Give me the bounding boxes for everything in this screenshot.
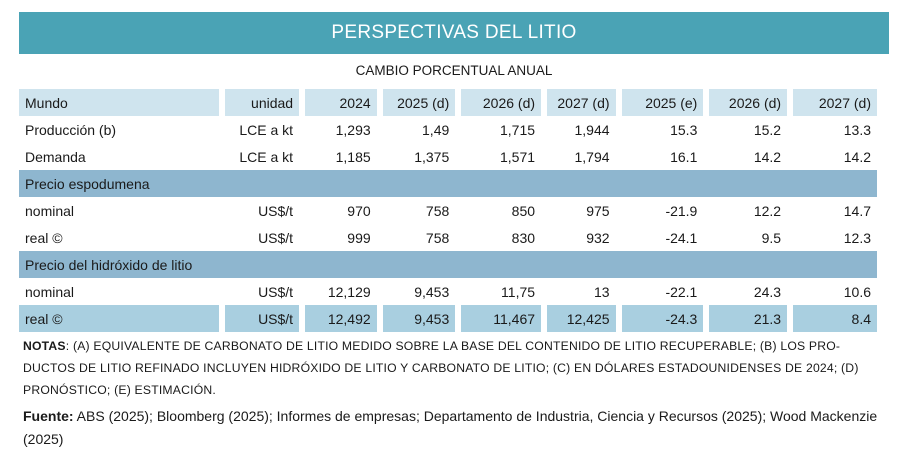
- column-header: Mundo: [19, 89, 220, 116]
- row-label: Producción (b): [25, 121, 117, 138]
- table-cell: 24.3: [753, 283, 782, 300]
- header-row: Mundo unidad 2024 2025 (d) 2026 (d) 2027…: [19, 89, 877, 116]
- column-header: 2024: [305, 89, 377, 116]
- section-label: Precio del hidróxido de litio: [19, 251, 877, 278]
- column-header: 2025 (d): [382, 89, 456, 116]
- section-label: Precio espodumena: [19, 170, 877, 197]
- table-cell: 15.2: [753, 121, 782, 138]
- table-cell: 9.5: [761, 229, 782, 246]
- table-row: real © US$/t 999 758 830 932 -24.1 9.5 1…: [19, 224, 877, 251]
- table-cell: 1,49: [422, 121, 450, 138]
- data-table: Mundo unidad 2024 2025 (d) 2026 (d) 2027…: [13, 89, 883, 332]
- table-cell: 8.4: [793, 305, 877, 332]
- row-label: Demanda: [25, 148, 86, 165]
- table-cell: 21.3: [709, 305, 788, 332]
- table-cell: 11,75: [501, 283, 536, 300]
- table-cell: 13.3: [843, 121, 871, 138]
- table-cell: -24.1: [665, 229, 698, 246]
- table-cell: 1,375: [414, 148, 450, 165]
- table-cell: -24.3: [621, 305, 704, 332]
- table-cell: 14.7: [843, 202, 871, 219]
- table-cell: LCE a kt: [239, 121, 294, 138]
- row-label: nominal: [25, 202, 75, 219]
- table-cell: US$/t: [258, 229, 294, 246]
- table-notes: NOTAS: (A) EQUIVALENTE DE CARBONATO DE L…: [23, 335, 883, 401]
- table-row: Demanda LCE a kt 1,185 1,375 1,571 1,794…: [19, 143, 877, 170]
- table-cell: 9,453: [382, 305, 456, 332]
- table-cell: 12,492: [305, 305, 377, 332]
- table-cell: 12.3: [843, 229, 871, 246]
- source-text: ABS (2025); Bloomberg (2025); Informes d…: [23, 408, 878, 447]
- table-cell: 850: [511, 202, 536, 219]
- table-cell: LCE a kt: [239, 148, 294, 165]
- table-source: Fuente: ABS (2025); Bloomberg (2025); In…: [23, 405, 885, 451]
- table-cell: -21.9: [665, 202, 698, 219]
- table-cell: 830: [511, 229, 536, 246]
- table-cell: 12,425: [547, 305, 616, 332]
- table-cell: 975: [586, 202, 610, 219]
- table-cell: 10.6: [843, 283, 871, 300]
- notes-text: : (A) EQUIVALENTE DE CARBONATO DE LITIO …: [23, 339, 859, 397]
- table-cell: 9,453: [414, 283, 450, 300]
- table-cell: -22.1: [665, 283, 698, 300]
- table-cell: 1,794: [574, 148, 610, 165]
- table-cell: 14.2: [843, 148, 871, 165]
- column-header: unidad: [225, 89, 300, 116]
- table-cell: 970: [347, 202, 371, 219]
- section-row: Precio espodumena: [19, 170, 877, 197]
- table-cell: 1,944: [574, 121, 610, 138]
- table-cell: 758: [425, 229, 450, 246]
- row-label: real ©: [19, 305, 220, 332]
- table-row: Producción (b) LCE a kt 1,293 1,49 1,715…: [19, 116, 877, 143]
- table-cell: 932: [586, 229, 610, 246]
- column-header: 2025 (e): [621, 89, 704, 116]
- table-cell: 14.2: [753, 148, 782, 165]
- notes-label: NOTAS: [23, 339, 66, 353]
- row-label: real ©: [25, 229, 63, 246]
- row-label: nominal: [25, 283, 75, 300]
- table-cell: 758: [425, 202, 450, 219]
- table-cell: 999: [347, 229, 371, 246]
- table-cell: 1,571: [499, 148, 536, 165]
- table-row: nominal US$/t 970 758 850 975 -21.9 12.2…: [19, 197, 877, 224]
- column-header: 2026 (d): [709, 89, 788, 116]
- column-header: 2027 (d): [547, 89, 616, 116]
- table-title: PERSPECTIVAS DEL LITIO: [19, 12, 889, 54]
- section-row: Precio del hidróxido de litio: [19, 251, 877, 278]
- table-cell: 15.3: [670, 121, 698, 138]
- table-cell: 1,293: [335, 121, 371, 138]
- column-header: 2026 (d): [461, 89, 542, 116]
- table-cell: 12,129: [327, 283, 371, 300]
- column-header: 2027 (d): [793, 89, 877, 116]
- table-cell: 1,185: [335, 148, 371, 165]
- table-cell: US$/t: [258, 202, 294, 219]
- table-cell: 1,715: [499, 121, 536, 138]
- table-cell: 12.2: [753, 202, 782, 219]
- table-cell: 13: [593, 283, 610, 300]
- table-cell: 16.1: [670, 148, 698, 165]
- table-subtitle: CAMBIO PORCENTUAL ANUAL: [355, 63, 553, 78]
- table-row: real © US$/t 12,492 9,453 11,467 12,425 …: [19, 305, 877, 332]
- source-label: Fuente:: [23, 408, 74, 424]
- table-row: nominal US$/t 12,129 9,453 11,75 13 -22.…: [19, 278, 877, 305]
- table-cell: 11,467: [461, 305, 542, 332]
- table-cell: US$/t: [225, 305, 300, 332]
- table-cell: US$/t: [258, 283, 294, 300]
